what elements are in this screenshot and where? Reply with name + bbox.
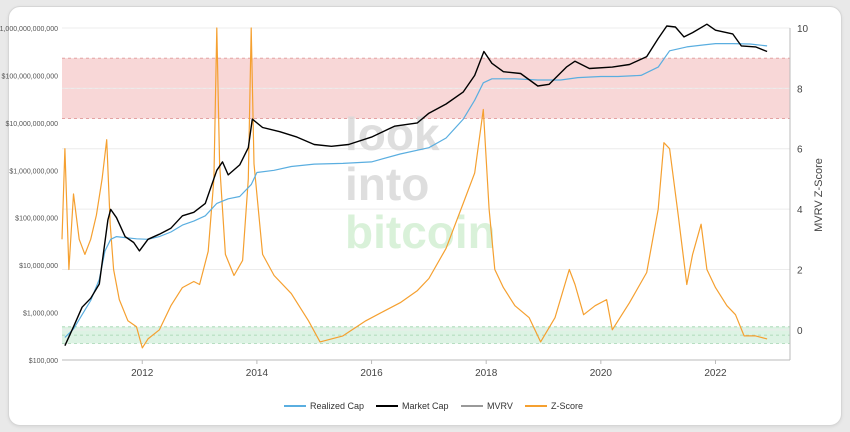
watermark-word-3: bitcoin: [345, 206, 496, 258]
watermark-logo: look into bitcoin: [345, 108, 496, 258]
x-tick-label: 2014: [246, 368, 269, 379]
x-tick-label: 2020: [590, 368, 613, 379]
x-tick-label: 2012: [131, 368, 154, 379]
right-axis-title: MVRV Z-Score: [813, 158, 825, 232]
left-tick-label: $100,000,000: [15, 216, 58, 223]
band-bottom: [62, 326, 790, 344]
watermark-word-2: into: [345, 158, 429, 210]
x-axis-ticks: 2012 2014 2016 2018 2020 2022: [131, 360, 727, 379]
legend-label-realized-cap[interactable]: Realized Cap: [310, 401, 364, 411]
right-tick-label: 10: [797, 24, 809, 35]
legend: Realized Cap Market Cap MVRV Z-Score: [284, 401, 583, 411]
x-tick-label: 2022: [704, 368, 727, 379]
legend-label-z-score[interactable]: Z-Score: [551, 401, 583, 411]
left-tick-label: $10,000,000: [19, 263, 58, 270]
right-tick-label: 6: [797, 145, 803, 156]
legend-label-market-cap[interactable]: Market Cap: [402, 401, 449, 411]
axes: [62, 28, 791, 361]
left-tick-label: $1,000,000,000: [9, 168, 58, 175]
right-axis-ticks: 0 2 4 6 8 10: [797, 24, 809, 337]
series-market-cap: [64, 23, 768, 346]
series-realized-cap: [64, 42, 768, 338]
left-tick-label: $1,000,000,000,000: [0, 26, 58, 33]
right-tick-label: 2: [797, 265, 803, 276]
right-tick-label: 4: [797, 205, 803, 216]
right-tick-label: 8: [797, 84, 803, 95]
left-tick-label: $100,000: [29, 358, 58, 365]
x-tick-label: 2018: [475, 368, 498, 379]
series-z-score: [61, 27, 768, 349]
zone-bands: [62, 57, 790, 344]
x-tick-label: 2016: [360, 368, 383, 379]
left-tick-label: $100,000,000,000: [2, 73, 59, 80]
left-tick-label: $10,000,000,000: [5, 121, 58, 128]
right-tick-label: 0: [797, 326, 803, 337]
series-lines: [61, 23, 768, 349]
left-tick-label: $1,000,000: [23, 311, 58, 318]
legend-label-mvrv[interactable]: MVRV: [487, 401, 513, 411]
left-axis-ticks: $100,000 $1,000,000 $10,000,000 $100,000,00…: [0, 26, 58, 365]
